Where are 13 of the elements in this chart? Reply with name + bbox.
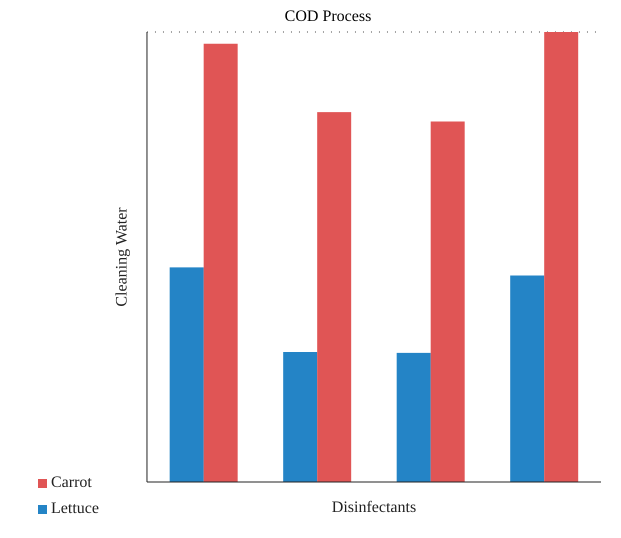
- bar: [396, 352, 431, 482]
- legend-label: Carrot: [51, 474, 92, 491]
- chart-title: COD Process: [284, 8, 372, 26]
- bar: [283, 352, 318, 482]
- bar: [317, 112, 352, 482]
- legend-label: Lettuce: [51, 500, 99, 517]
- bar: [544, 32, 578, 482]
- bar: [510, 275, 544, 482]
- y-axis-title: Cleaning Water: [114, 206, 131, 307]
- bar: [204, 44, 238, 482]
- x-axis-title: Disinfectants: [332, 499, 416, 516]
- bar: [170, 267, 204, 482]
- bar: [430, 122, 465, 482]
